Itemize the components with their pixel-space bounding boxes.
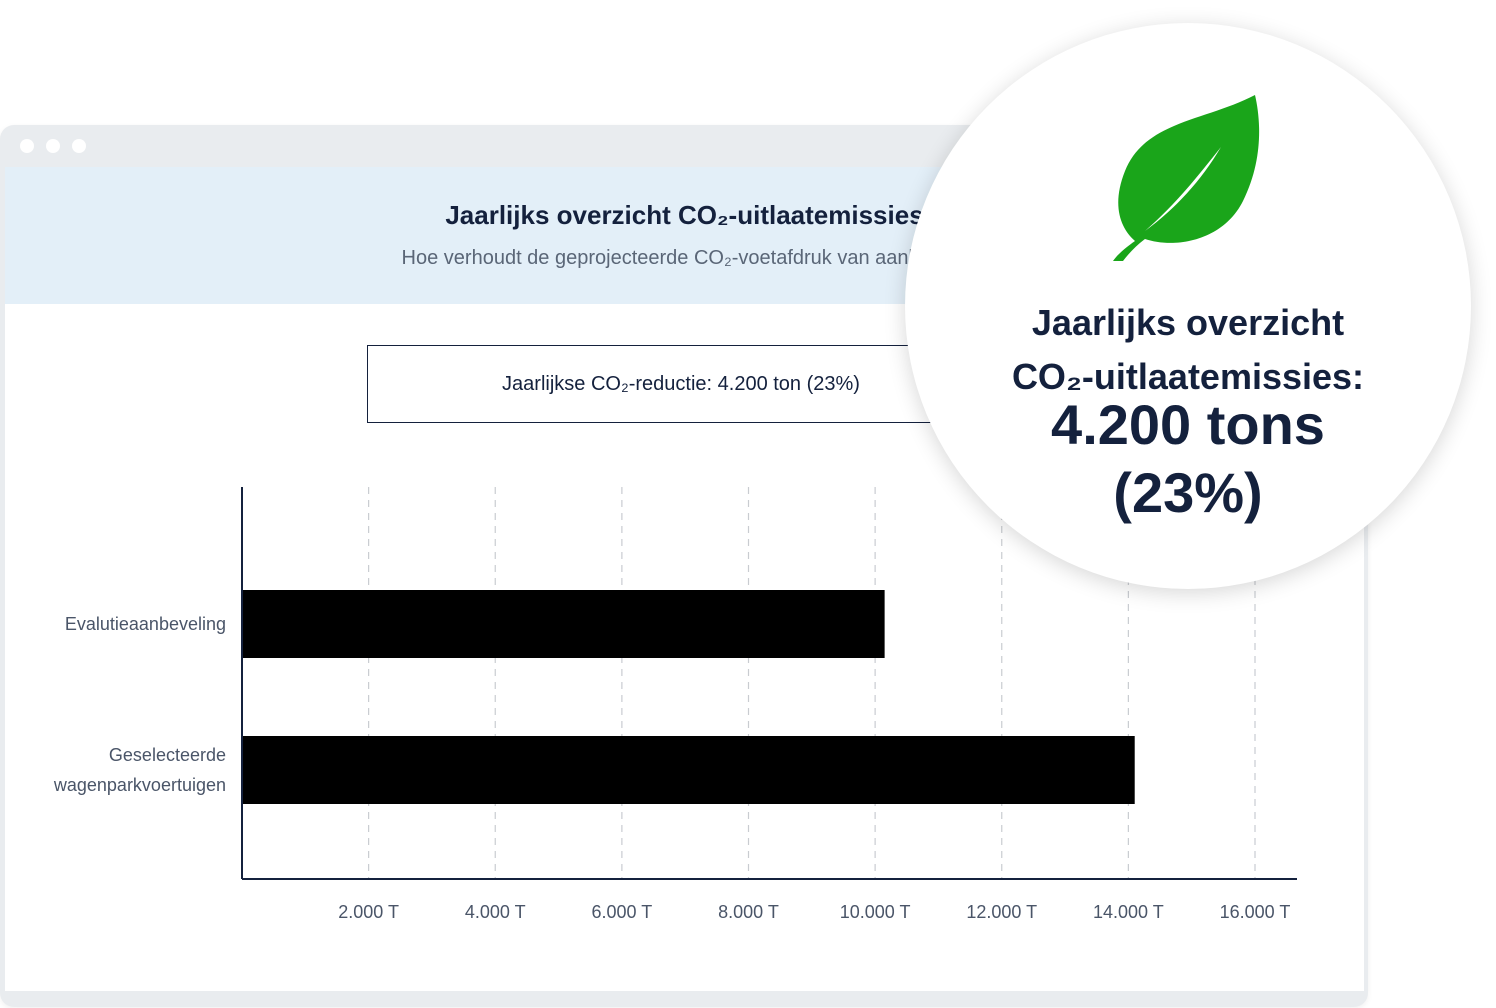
x-tick-label: 12.000 T	[966, 902, 1037, 922]
window-controls	[20, 139, 86, 153]
category-label: Evalutieaanbeveling	[65, 614, 226, 634]
window-dot-icon[interactable]	[72, 139, 86, 153]
x-tick-label: 2.000 T	[338, 902, 399, 922]
window-dot-icon[interactable]	[46, 139, 60, 153]
x-tick-label: 10.000 T	[840, 902, 911, 922]
leaf-icon	[1113, 95, 1260, 261]
bar	[242, 736, 1135, 804]
callout-value-line: 4.200 tons	[1051, 393, 1325, 456]
window-dot-icon[interactable]	[20, 139, 34, 153]
callout-title-line: Jaarlijks overzicht	[1031, 302, 1345, 343]
x-tick-label: 16.000 T	[1220, 902, 1291, 922]
report-subtitle: Hoe verhoudt de geprojecteerde CO₂-voeta…	[401, 247, 968, 269]
category-label: Geselecteerde	[109, 745, 226, 765]
x-tick-label: 14.000 T	[1093, 902, 1164, 922]
x-tick-label: 8.000 T	[718, 902, 779, 922]
callout-title: Jaarlijks overzicht CO₂-uitlaatemissies:	[905, 296, 1471, 404]
callout-value-line: (23%)	[1113, 461, 1263, 524]
emissions-callout: Jaarlijks overzicht CO₂-uitlaatemissies:…	[905, 23, 1471, 589]
x-tick-label: 4.000 T	[465, 902, 526, 922]
reduction-summary-label: Jaarlijkse CO₂-reductie: 4.200 ton (23%)	[502, 372, 860, 395]
report-title: Jaarlijks overzicht CO₂-uitlaatemissies	[445, 200, 924, 230]
category-label: wagenparkvoertuigen	[53, 775, 226, 795]
callout-title-line: CO₂-uitlaatemissies:	[1011, 356, 1365, 397]
reduction-summary-box: Jaarlijkse CO₂-reductie: 4.200 ton (23%)	[367, 345, 1005, 423]
x-tick-label: 6.000 T	[592, 902, 653, 922]
bar	[242, 590, 885, 658]
callout-value: 4.200 tons (23%)	[905, 391, 1471, 527]
